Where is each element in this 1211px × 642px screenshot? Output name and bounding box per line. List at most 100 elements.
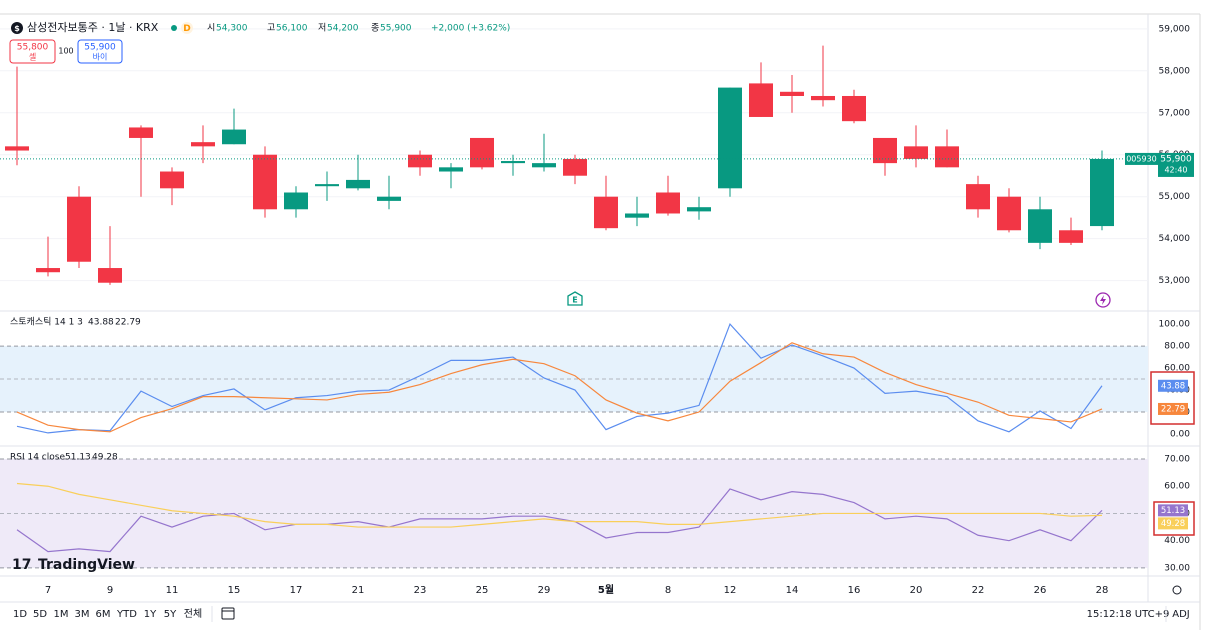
y-tick-label: 60.00 bbox=[1164, 482, 1190, 492]
candle-body bbox=[408, 154, 432, 168]
x-tick-label: 20 bbox=[910, 585, 923, 596]
candle-body bbox=[1059, 230, 1083, 243]
candle-body bbox=[687, 207, 711, 212]
clock: 15:12:18 UTC+9 bbox=[1087, 609, 1170, 620]
x-tick-label: 8 bbox=[665, 585, 671, 596]
range-button[interactable]: 1M bbox=[54, 609, 69, 620]
x-tick-label: 22 bbox=[972, 585, 985, 596]
y-tick-label: 60.00 bbox=[1164, 364, 1190, 374]
symbol-icon bbox=[11, 22, 23, 34]
legend-value: 22.79 bbox=[115, 318, 141, 328]
ohlc-value: 54,200 bbox=[327, 24, 359, 34]
x-tick-label: 23 bbox=[414, 585, 427, 596]
price-tag bbox=[1158, 152, 1194, 177]
x-tick-label: 5월 bbox=[598, 584, 614, 596]
symbol-tag-text: 005930 bbox=[1126, 154, 1157, 163]
indicator-title: 스토캐스틱 14 1 3 bbox=[10, 316, 83, 328]
candle-body bbox=[439, 167, 463, 172]
highlight-box bbox=[1150, 371, 1195, 425]
symbol-tag bbox=[1125, 152, 1158, 165]
y-tick-label: 54,000 bbox=[1159, 234, 1191, 244]
value-tag-text: 22.79 bbox=[1161, 404, 1185, 414]
ohlc-value: 56,100 bbox=[276, 24, 308, 34]
x-tick-label: 7 bbox=[45, 585, 51, 596]
x-tick-label: 25 bbox=[476, 585, 489, 596]
candle-body bbox=[346, 179, 370, 189]
y-tick-label: 70.00 bbox=[1164, 454, 1190, 464]
value-tag bbox=[1158, 504, 1188, 517]
symbol-icon-letter: $ bbox=[14, 24, 20, 33]
x-tick-label: 14 bbox=[786, 585, 799, 596]
range-button[interactable]: 1D bbox=[13, 609, 27, 620]
candle-body bbox=[997, 196, 1021, 231]
range-button[interactable]: YTD bbox=[116, 609, 137, 620]
quantity: 100 bbox=[58, 47, 73, 56]
candle-body bbox=[470, 137, 494, 168]
candle-body bbox=[718, 87, 742, 189]
range-button[interactable]: 6M bbox=[96, 609, 111, 620]
date-range-button[interactable] bbox=[221, 607, 235, 620]
candle-body bbox=[811, 95, 835, 101]
adjust-button[interactable]: ADJ bbox=[1172, 609, 1190, 620]
candle-body bbox=[284, 192, 308, 210]
candle-body bbox=[36, 268, 60, 273]
y-tick-label: 100.00 bbox=[1159, 320, 1191, 330]
buy-button[interactable] bbox=[77, 39, 123, 64]
ohlc-label: 종 bbox=[371, 23, 379, 34]
candle-body bbox=[532, 163, 556, 168]
range-button[interactable]: 1Y bbox=[144, 609, 157, 620]
countdown: 42:40 bbox=[1164, 165, 1187, 174]
candle-body bbox=[625, 213, 649, 218]
candle-body bbox=[749, 83, 773, 117]
earnings-icon-letter: E bbox=[572, 296, 577, 305]
candle-body bbox=[67, 196, 91, 262]
value-tag bbox=[1158, 402, 1188, 415]
y-tick-label: 57,000 bbox=[1159, 108, 1191, 118]
candle-body bbox=[656, 192, 680, 214]
x-tick-label: 21 bbox=[352, 585, 365, 596]
indicator-line bbox=[16, 482, 1103, 528]
value-tag-text: 49.28 bbox=[1161, 519, 1185, 529]
range-button[interactable]: 3M bbox=[75, 609, 90, 620]
candle-body bbox=[966, 184, 990, 210]
earnings-icon[interactable] bbox=[567, 291, 583, 306]
ohlc-value: 55,900 bbox=[380, 24, 412, 34]
x-tick-label: 15 bbox=[228, 585, 241, 596]
y-tick-label: 59,000 bbox=[1159, 24, 1191, 34]
candle-body bbox=[780, 91, 804, 96]
settings-button[interactable] bbox=[1172, 585, 1182, 595]
value-tag bbox=[1158, 379, 1188, 392]
x-tick-label: 17 bbox=[290, 585, 303, 596]
y-tick-label: 80.00 bbox=[1164, 342, 1190, 352]
ohlc-label: 시 bbox=[207, 23, 215, 34]
candle-body bbox=[935, 146, 959, 168]
range-button[interactable]: 5D bbox=[33, 609, 47, 620]
y-tick-label: 0.00 bbox=[1170, 430, 1190, 440]
legend-value: 49.28 bbox=[92, 453, 118, 463]
x-tick-label: 9 bbox=[107, 585, 113, 596]
sell-label: 셀 bbox=[29, 52, 36, 62]
y-tick-label: 53,000 bbox=[1159, 276, 1191, 286]
x-tick-label: 28 bbox=[1096, 585, 1109, 596]
x-tick-label: 12 bbox=[724, 585, 737, 596]
candle-body bbox=[1090, 158, 1114, 227]
candle-body bbox=[563, 158, 587, 176]
y-tick-label: 58,000 bbox=[1159, 66, 1191, 76]
indicator-title: RSI 14 close bbox=[10, 453, 65, 463]
ohlc-value: 54,300 bbox=[216, 24, 248, 34]
sell-button[interactable] bbox=[9, 39, 56, 64]
x-tick-label: 26 bbox=[1034, 585, 1047, 596]
candle-body bbox=[129, 127, 153, 138]
y-tick-label: 30.00 bbox=[1164, 563, 1190, 573]
candle-body bbox=[160, 171, 184, 189]
range-button[interactable]: 전체 bbox=[184, 608, 202, 620]
status-dot bbox=[171, 25, 177, 31]
dividend-icon-bolt bbox=[1100, 295, 1106, 305]
legend-value: 51.13 bbox=[65, 453, 91, 463]
y-tick-label: 40.00 bbox=[1164, 536, 1190, 546]
buy-price: 55,900 bbox=[84, 43, 116, 53]
candle-body bbox=[315, 184, 339, 187]
candle-body bbox=[594, 196, 618, 229]
range-button[interactable]: 5Y bbox=[164, 609, 177, 620]
y-tick-label: 55,000 bbox=[1159, 192, 1191, 202]
